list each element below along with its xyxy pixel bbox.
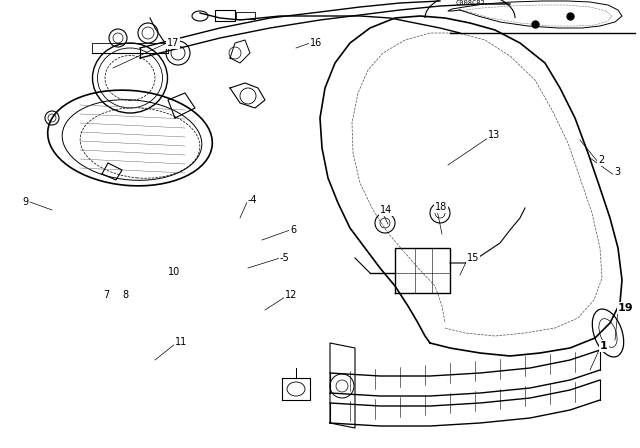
Text: 17: 17	[167, 38, 179, 48]
Text: 9: 9	[22, 197, 28, 207]
Text: 14: 14	[380, 205, 392, 215]
Text: 7: 7	[103, 290, 109, 300]
Text: 18: 18	[435, 202, 447, 212]
Text: 19: 19	[618, 303, 634, 313]
Text: 12: 12	[285, 290, 298, 300]
Text: -5: -5	[280, 253, 290, 263]
Text: 10: 10	[168, 267, 180, 277]
Text: 3: 3	[614, 167, 620, 177]
Text: 13: 13	[488, 130, 500, 140]
Text: 2: 2	[598, 155, 604, 165]
Text: 8: 8	[122, 290, 128, 300]
Text: -4: -4	[248, 195, 258, 205]
Text: C008C82: C008C82	[455, 0, 484, 6]
Text: 1: 1	[600, 341, 608, 351]
Text: 16: 16	[310, 38, 323, 48]
Text: 15: 15	[467, 253, 479, 263]
Text: 6: 6	[290, 225, 296, 235]
Text: 11: 11	[175, 337, 188, 347]
